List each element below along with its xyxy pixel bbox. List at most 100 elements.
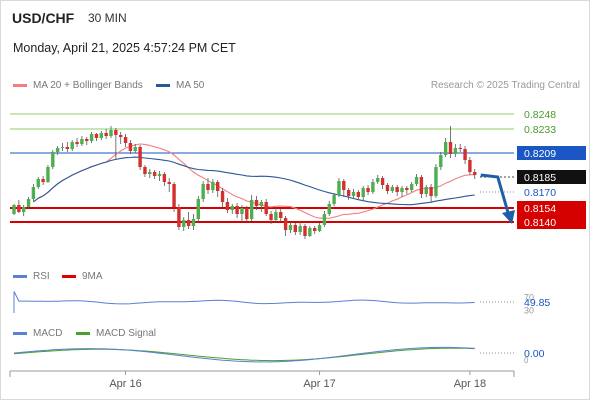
interval-label: 30 MIN <box>88 11 127 25</box>
macd-value-label: 0.00 <box>524 348 545 360</box>
support-label-box <box>517 201 586 215</box>
candle-body <box>274 212 278 220</box>
candle-body <box>201 184 205 199</box>
legend-9ma: 9MA <box>62 271 103 282</box>
candle-body <box>60 147 65 148</box>
legend-ma50-swatch <box>156 84 170 87</box>
legend-9ma-label: 9MA <box>82 271 103 282</box>
legend-ma20-swatch <box>13 84 27 87</box>
legend-ma50: MA 50 <box>156 80 204 91</box>
symbol-title: USD/CHF <box>12 10 75 26</box>
legend-ma20: MA 20 + Bollinger Bands <box>13 80 143 91</box>
level-label: 0.8170 <box>524 187 556 199</box>
legend-macd-label: MACD <box>33 328 63 339</box>
candle-body <box>410 184 414 190</box>
macd-scale-label: 0 <box>524 356 529 365</box>
candle-body <box>85 139 89 141</box>
candle-body <box>123 137 128 143</box>
candle-body <box>468 160 472 172</box>
candle-body <box>128 143 133 151</box>
candle-body <box>327 204 331 214</box>
rsi-scale-label: 70 <box>524 293 534 303</box>
candle-body <box>288 225 293 230</box>
candle-body <box>157 174 162 176</box>
candle-body <box>419 177 424 194</box>
current-label-box <box>517 170 586 184</box>
candle-body <box>94 134 99 138</box>
candle-body <box>443 142 448 155</box>
candle-body <box>225 202 230 210</box>
candle-body <box>89 134 94 141</box>
level-label: 0.8248 <box>524 109 556 121</box>
level-label: 0.8154 <box>524 203 556 215</box>
candle-body <box>138 147 142 167</box>
candle-body <box>351 192 356 196</box>
credit-text: Research © 2025 Trading Central <box>430 80 580 91</box>
candle-body <box>162 174 167 182</box>
legend-ma20-label: MA 20 + Bollinger Bands <box>33 80 143 91</box>
level-label: 0.8185 <box>524 172 556 184</box>
candle-body <box>75 142 79 144</box>
candle-body <box>148 172 152 174</box>
rsi-scale-label: 30 <box>524 305 534 315</box>
candle-body <box>269 214 273 220</box>
candle-body <box>303 226 307 236</box>
macd-line <box>13 346 475 363</box>
candle-body <box>167 182 171 184</box>
candle-body <box>380 178 385 185</box>
candle-body <box>259 202 264 206</box>
level-labels: 0.8248 0.8233 0.8209 0.8185 0.8170 0.8154 0.81… <box>517 109 586 229</box>
candle-body <box>216 182 220 191</box>
legend-rsi-label: RSI <box>33 271 50 282</box>
candle-body <box>177 207 181 227</box>
candle-body <box>361 188 365 197</box>
candle-body <box>230 206 234 210</box>
candle-body <box>55 148 60 152</box>
candle-body <box>434 167 438 196</box>
candle-body <box>453 148 458 154</box>
x-tick-label: Apr 17 <box>303 378 335 390</box>
candle-body <box>448 142 453 154</box>
forecast-arrow-head <box>502 210 515 224</box>
forecast-arrow <box>480 173 515 224</box>
candle-body <box>240 208 244 214</box>
legend-macd-signal-swatch <box>76 332 90 335</box>
candle-body <box>473 172 477 175</box>
legend-9ma-swatch <box>62 275 76 278</box>
legend-rsi: RSI <box>13 271 50 282</box>
candle-body <box>439 155 443 167</box>
support-label-box <box>517 215 586 229</box>
candle-body <box>182 220 186 227</box>
legend-macd: MACD <box>13 328 62 339</box>
candle-body <box>80 139 84 144</box>
candle-body <box>371 182 375 192</box>
candle-body <box>400 188 404 192</box>
candle-body <box>220 191 225 202</box>
candle-body <box>463 149 467 160</box>
candle-body <box>293 225 297 232</box>
x-tick-label: Apr 16 <box>109 378 141 390</box>
candle-body <box>70 142 74 149</box>
candle-body <box>405 188 409 190</box>
legend-macd-signal-label: MACD Signal <box>96 328 157 339</box>
candle-body <box>366 188 370 192</box>
candle-body <box>356 192 361 197</box>
candle-body <box>172 184 176 207</box>
candle-body <box>385 185 390 191</box>
forecast-arrow-line <box>480 173 511 217</box>
ma50-line <box>33 156 475 206</box>
candle-body <box>235 206 239 214</box>
level-lines <box>10 113 514 223</box>
candle-body <box>186 220 191 226</box>
candle-body <box>26 199 31 207</box>
candle-body <box>390 187 394 191</box>
candle-body <box>133 147 137 151</box>
level-label: 0.8209 <box>524 148 556 160</box>
candle-body <box>51 152 55 167</box>
candle-body <box>313 228 317 231</box>
candle-body <box>104 133 108 136</box>
candle-body <box>245 208 249 219</box>
candle-body <box>17 205 21 212</box>
candle-body <box>283 218 288 230</box>
